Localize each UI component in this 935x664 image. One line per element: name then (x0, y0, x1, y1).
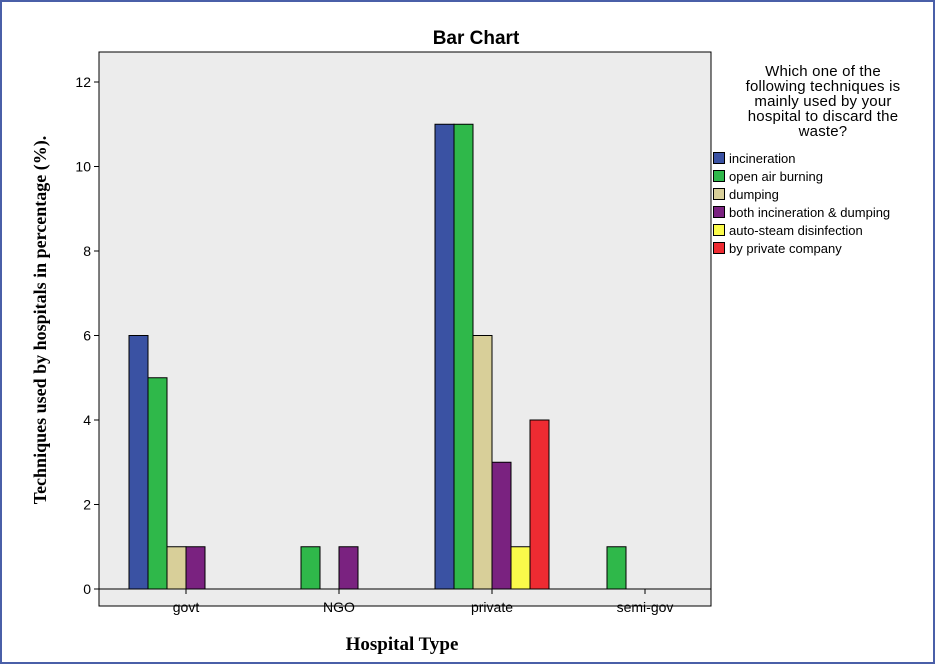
legend-label: auto-steam disinfection (729, 222, 863, 238)
y-tick-label: 2 (83, 497, 91, 513)
y-tick-label: 10 (75, 159, 91, 175)
legend-label: incineration (729, 150, 796, 166)
y-tick-label: 6 (83, 328, 91, 344)
legend-swatch (713, 170, 725, 182)
bar-private-open-air-burning (453, 123, 474, 590)
bar-private-dumping (472, 335, 493, 590)
y-tick-label: 0 (83, 581, 91, 597)
legend-item-both-incineration-dumping: both incineration & dumping (713, 203, 933, 221)
legend-label: by private company (729, 240, 842, 256)
legend-item-incineration: incineration (713, 149, 933, 167)
x-tick-label-ngo: NGO (323, 599, 355, 615)
legend-label: both incineration & dumping (729, 204, 891, 220)
legend-swatch (713, 224, 725, 236)
bar-govt-incineration (128, 335, 149, 590)
y-tick-label: 12 (75, 74, 91, 90)
y-axis-label: Techniques used by hospitals in percenta… (30, 136, 51, 505)
x-tick-label-private: private (471, 599, 513, 615)
legend-swatch (713, 188, 725, 200)
y-axis-ticks: 0 2 4 6 8 10 12 (75, 74, 99, 597)
legend-title: Which one of the following techniques is… (745, 63, 901, 140)
legend-items: incineration open air burning dumping both … (713, 149, 933, 257)
y-tick-label: 4 (83, 412, 91, 428)
bar-private-auto-steam-disinfection (510, 546, 531, 590)
legend-item-open-air-burning: open air burning (713, 167, 933, 185)
x-tick-label-semi-gov: semi-gov (617, 599, 674, 615)
legend-label: open air burning (729, 168, 823, 184)
bars-group (128, 123, 627, 590)
y-tick-label: 8 (83, 243, 91, 259)
bar-NGO-both-incineration-dumping (338, 546, 359, 590)
bar-govt-open-air-burning (147, 377, 168, 590)
bar-private-incineration (434, 123, 455, 590)
bar-semi-gov-open-air-burning (606, 546, 627, 590)
legend-item-by-private-company: by private company (713, 239, 933, 257)
x-axis-ticks: govt NGO private semi-gov (173, 589, 674, 615)
legend: Which one of the following techniques is… (713, 64, 933, 257)
legend-item-dumping: dumping (713, 185, 933, 203)
bar-private-both-incineration-dumping (491, 461, 512, 590)
legend-label: dumping (729, 186, 779, 202)
legend-item-auto-steam-disinfection: auto-steam disinfection (713, 221, 933, 239)
legend-swatch (713, 206, 725, 218)
x-tick-label-govt: govt (173, 599, 200, 615)
chart-title: Bar Chart (433, 28, 520, 49)
bar-NGO-open-air-burning (300, 546, 321, 590)
plot-area (98, 51, 712, 607)
legend-swatch (713, 242, 725, 254)
bar-govt-dumping (166, 546, 187, 590)
legend-swatch (713, 152, 725, 164)
x-axis-label: Hospital Type (346, 634, 459, 655)
bar-private-by-private-company (529, 419, 550, 590)
bar-govt-both-incineration-dumping (185, 546, 206, 590)
